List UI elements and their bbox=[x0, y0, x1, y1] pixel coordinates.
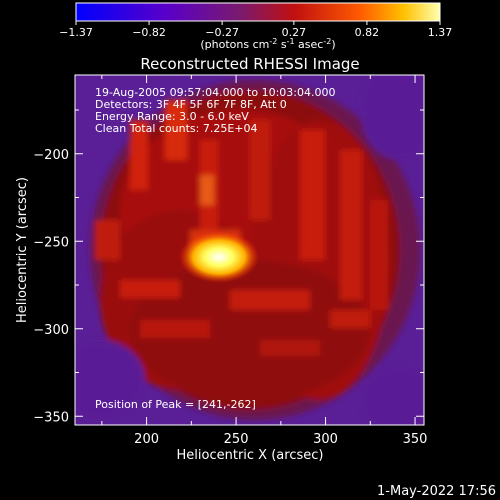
colorbar-tick-label: 0.82 bbox=[355, 26, 380, 39]
annotation-time: 19-Aug-2005 09:57:04.000 to 10:03:04.000 bbox=[95, 86, 336, 99]
heatmap-image bbox=[75, 75, 424, 425]
y-tick-label: −200 bbox=[33, 148, 69, 163]
colorbar-tick-label: 1.37 bbox=[428, 26, 453, 39]
x-axis-label: Heliocentric X (arcsec) bbox=[177, 448, 324, 463]
colorbar-tick-label: 0.27 bbox=[282, 26, 307, 39]
annotation-detectors: Detectors: 3F 4F 5F 6F 7F 8F, Att 0 bbox=[95, 98, 287, 111]
annotation-peak: Position of Peak = [241,-262] bbox=[95, 398, 256, 411]
colorbar-label: (photons cm-2 s-1 asec-2) bbox=[200, 37, 335, 51]
x-tick-label: 350 bbox=[403, 432, 428, 447]
colorbar-ticks: −1.37 −0.82 −0.27 0.27 0.82 1.37 bbox=[59, 21, 452, 39]
colorbar-tick-label: −0.82 bbox=[132, 26, 166, 39]
colorbar bbox=[75, 2, 441, 22]
colorbar-tick-label: −1.37 bbox=[59, 26, 93, 39]
y-axis-label: Heliocentric Y (arcsec) bbox=[15, 177, 30, 323]
chart-title: Reconstructed RHESSI Image bbox=[140, 55, 359, 73]
axis-ticks: 200 250 300 350 −200 −250 −300 −350 bbox=[33, 75, 427, 447]
y-tick-label: −250 bbox=[33, 235, 69, 250]
flare-peak-spot bbox=[179, 231, 259, 283]
plot-frame bbox=[74, 74, 425, 426]
colorbar-tick-label: −0.27 bbox=[205, 26, 239, 39]
annotation-clean: Clean Total counts: 7.25E+04 bbox=[95, 122, 258, 135]
footer-date: 1-May-2022 17:56 bbox=[377, 484, 496, 499]
y-tick-label: −300 bbox=[33, 323, 69, 338]
annotation-energy: Energy Range: 3.0 - 6.0 keV bbox=[95, 110, 249, 123]
annotation-block: 19-Aug-2005 09:57:04.000 to 10:03:04.000… bbox=[95, 86, 336, 411]
x-tick-label: 300 bbox=[313, 432, 338, 447]
x-tick-label: 200 bbox=[134, 432, 159, 447]
x-tick-label: 250 bbox=[224, 432, 249, 447]
y-tick-label: −350 bbox=[33, 410, 69, 425]
